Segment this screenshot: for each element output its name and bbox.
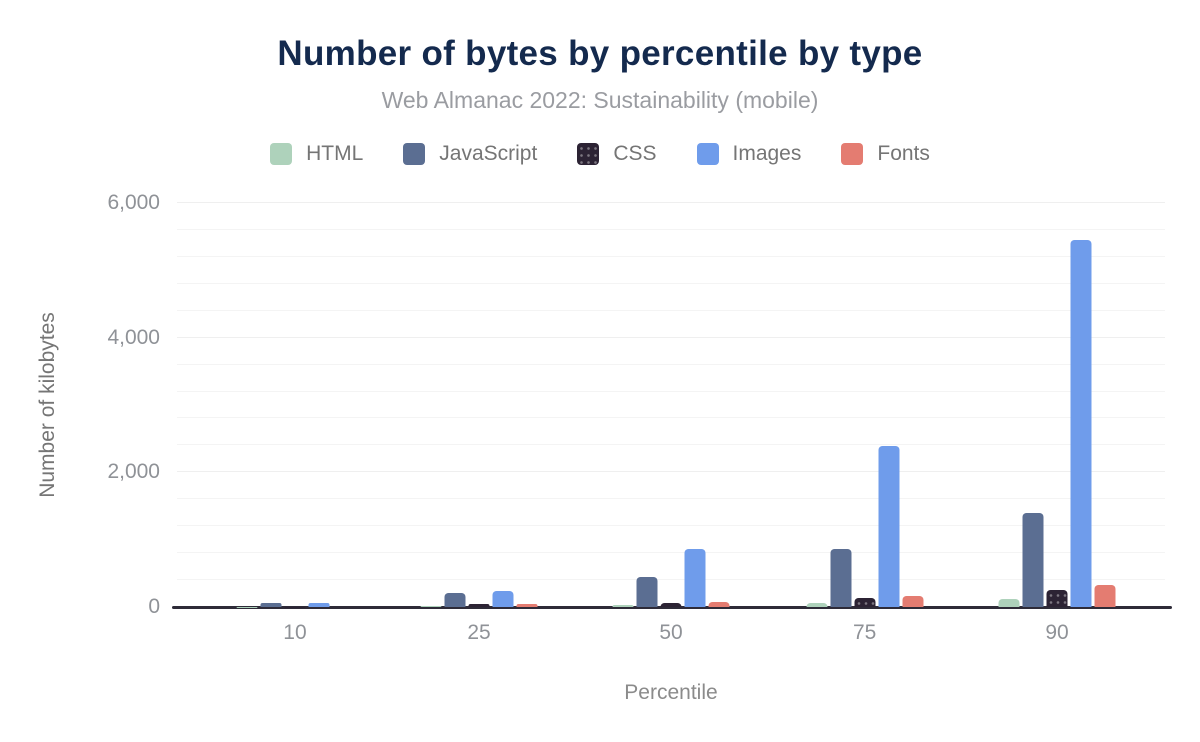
- legend-swatch-css: [577, 143, 600, 165]
- y-tick-label: 2,000: [107, 460, 160, 484]
- x-tick-label: 90: [1045, 621, 1069, 644]
- legend-label: Fonts: [877, 142, 930, 165]
- bar-html-p25: [420, 606, 442, 607]
- y-tick-label: 6,000: [107, 191, 160, 214]
- gridline: [177, 498, 1165, 500]
- bar-fonts-p90: [1094, 585, 1116, 607]
- bar-group-p10: [236, 603, 353, 607]
- x-tick-label: 75: [852, 621, 877, 644]
- legend-label: Images: [732, 142, 802, 165]
- bar-javascript-p75: [830, 549, 852, 607]
- legend-swatch-html: [270, 143, 293, 165]
- x-tick-label: 50: [659, 621, 683, 644]
- chart-title: Number of bytes by percentile by type: [277, 34, 923, 73]
- bar-javascript-p90: [1022, 513, 1044, 607]
- bar-fonts-p75: [902, 595, 924, 607]
- chart-subtitle: Web Almanac 2022: Sustainability (mobile…: [381, 87, 819, 113]
- bar-group-p75: [806, 446, 924, 607]
- x-axis-line: [172, 606, 1172, 609]
- bar-fonts-p50: [708, 601, 730, 607]
- gridline: [177, 336, 1165, 338]
- x-tick-label: 25: [467, 621, 491, 644]
- plot-area: [172, 202, 1172, 609]
- legend-swatch-images: [696, 143, 719, 165]
- gridline: [177, 363, 1165, 365]
- gridline: [177, 309, 1165, 311]
- gridline: [177, 525, 1165, 527]
- legend: HTML JavaScript CSS Images Fonts: [0, 142, 1200, 166]
- gridline: [177, 417, 1165, 419]
- legend-item-fonts: Fonts: [841, 142, 930, 166]
- legend-label: JavaScript: [439, 142, 538, 165]
- bar-javascript-p25: [444, 592, 466, 607]
- y-axis-title: Number of kilobytes: [36, 312, 59, 498]
- gridline: [177, 202, 1165, 203]
- bar-images-p75: [878, 446, 900, 607]
- legend-swatch-javascript: [403, 143, 426, 165]
- bar-javascript-p50: [636, 576, 658, 607]
- bar-css-p50: [660, 602, 682, 607]
- x-axis-title: Percentile: [624, 681, 718, 704]
- gridline: [177, 282, 1165, 284]
- bar-html-p90: [998, 598, 1020, 607]
- bar-css-p75: [854, 598, 876, 607]
- gridline: [177, 471, 1165, 473]
- bar-group-p90: [998, 239, 1116, 607]
- gridline: [177, 255, 1165, 257]
- bar-html-p75: [806, 602, 828, 607]
- bar-html-p50: [612, 604, 634, 607]
- bar-css-p90: [1046, 590, 1068, 607]
- bar-javascript-p10: [260, 603, 282, 607]
- gridline: [177, 390, 1165, 392]
- y-tick-label: 4,000: [107, 325, 160, 349]
- legend-item-css: CSS: [577, 142, 657, 166]
- legend-item-html: HTML: [270, 142, 363, 166]
- gridline: [177, 552, 1165, 554]
- gridline: [177, 444, 1165, 446]
- bar-group-p50: [612, 548, 730, 607]
- x-tick-label: 10: [283, 621, 307, 644]
- legend-swatch-fonts: [841, 143, 864, 165]
- bar-images-p25: [492, 590, 514, 607]
- legend-label: CSS: [613, 142, 657, 165]
- gridline: [177, 579, 1165, 581]
- bar-images-p50: [684, 548, 706, 607]
- gridline: [177, 228, 1165, 230]
- y-tick-label: 0: [148, 595, 160, 618]
- legend-item-images: Images: [696, 142, 802, 166]
- bar-images-p10: [308, 603, 330, 607]
- legend-item-javascript: JavaScript: [403, 142, 537, 166]
- bar-group-p25: [420, 590, 538, 607]
- legend-label: HTML: [306, 142, 364, 165]
- bar-images-p90: [1070, 239, 1092, 607]
- bar-css-p25: [468, 603, 490, 607]
- bar-fonts-p25: [516, 604, 538, 607]
